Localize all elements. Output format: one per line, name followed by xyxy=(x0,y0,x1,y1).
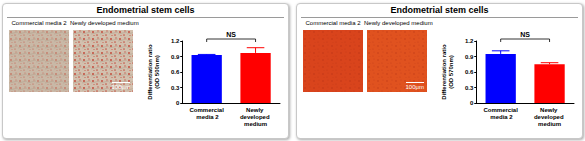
svg-text:medium: medium xyxy=(538,121,561,127)
svg-text:0.3: 0.3 xyxy=(465,85,474,91)
svg-text:Differentiation ratio: Differentiation ratio xyxy=(441,44,447,100)
html-text:Endometrial stem cells: Endometrial stem cells xyxy=(390,5,489,15)
svg-text:(OD 500nm): (OD 500nm) xyxy=(154,55,160,89)
html-text:Newly developed medium: Newly developed medium xyxy=(364,20,433,26)
svg-text:1.2: 1.2 xyxy=(171,38,180,44)
svg-text:0: 0 xyxy=(470,100,474,106)
html-text:Commercial media 2: Commercial media 2 xyxy=(11,20,67,26)
svg-text:media 2: media 2 xyxy=(195,114,220,120)
svg-text:Commercial: Commercial xyxy=(484,107,519,113)
svg-text:Commercial: Commercial xyxy=(190,107,225,113)
svg-text:0: 0 xyxy=(176,100,180,106)
html-text:100μm: 100μm xyxy=(405,84,424,90)
svg-text:NS: NS xyxy=(226,31,236,38)
svg-text:Newly: Newly xyxy=(246,107,265,113)
svg-text:NS: NS xyxy=(520,31,530,38)
svg-text:1.2: 1.2 xyxy=(465,38,474,44)
html-text:Commercial media 2: Commercial media 2 xyxy=(305,20,361,26)
svg-text:0.6: 0.6 xyxy=(171,69,180,75)
svg-text:medium: medium xyxy=(244,121,267,127)
html-text:Newly developed medium: Newly developed medium xyxy=(70,20,139,26)
svg-text:developed: developed xyxy=(240,114,271,120)
svg-text:0.9: 0.9 xyxy=(171,54,180,60)
svg-text:developed: developed xyxy=(534,114,565,120)
svg-text:Differentiation ratio: Differentiation ratio xyxy=(147,44,153,100)
svg-text:0.3: 0.3 xyxy=(171,85,180,91)
svg-text:0.9: 0.9 xyxy=(465,54,474,60)
svg-text:Newly: Newly xyxy=(540,107,559,113)
html-text:100μm: 100μm xyxy=(111,84,130,90)
svg-text:media 2: media 2 xyxy=(489,114,514,120)
svg-text:0.6: 0.6 xyxy=(465,69,474,75)
svg-text:(OD 570nm): (OD 570nm) xyxy=(448,55,454,89)
html-text:Endometrial stem cells: Endometrial stem cells xyxy=(96,5,195,15)
